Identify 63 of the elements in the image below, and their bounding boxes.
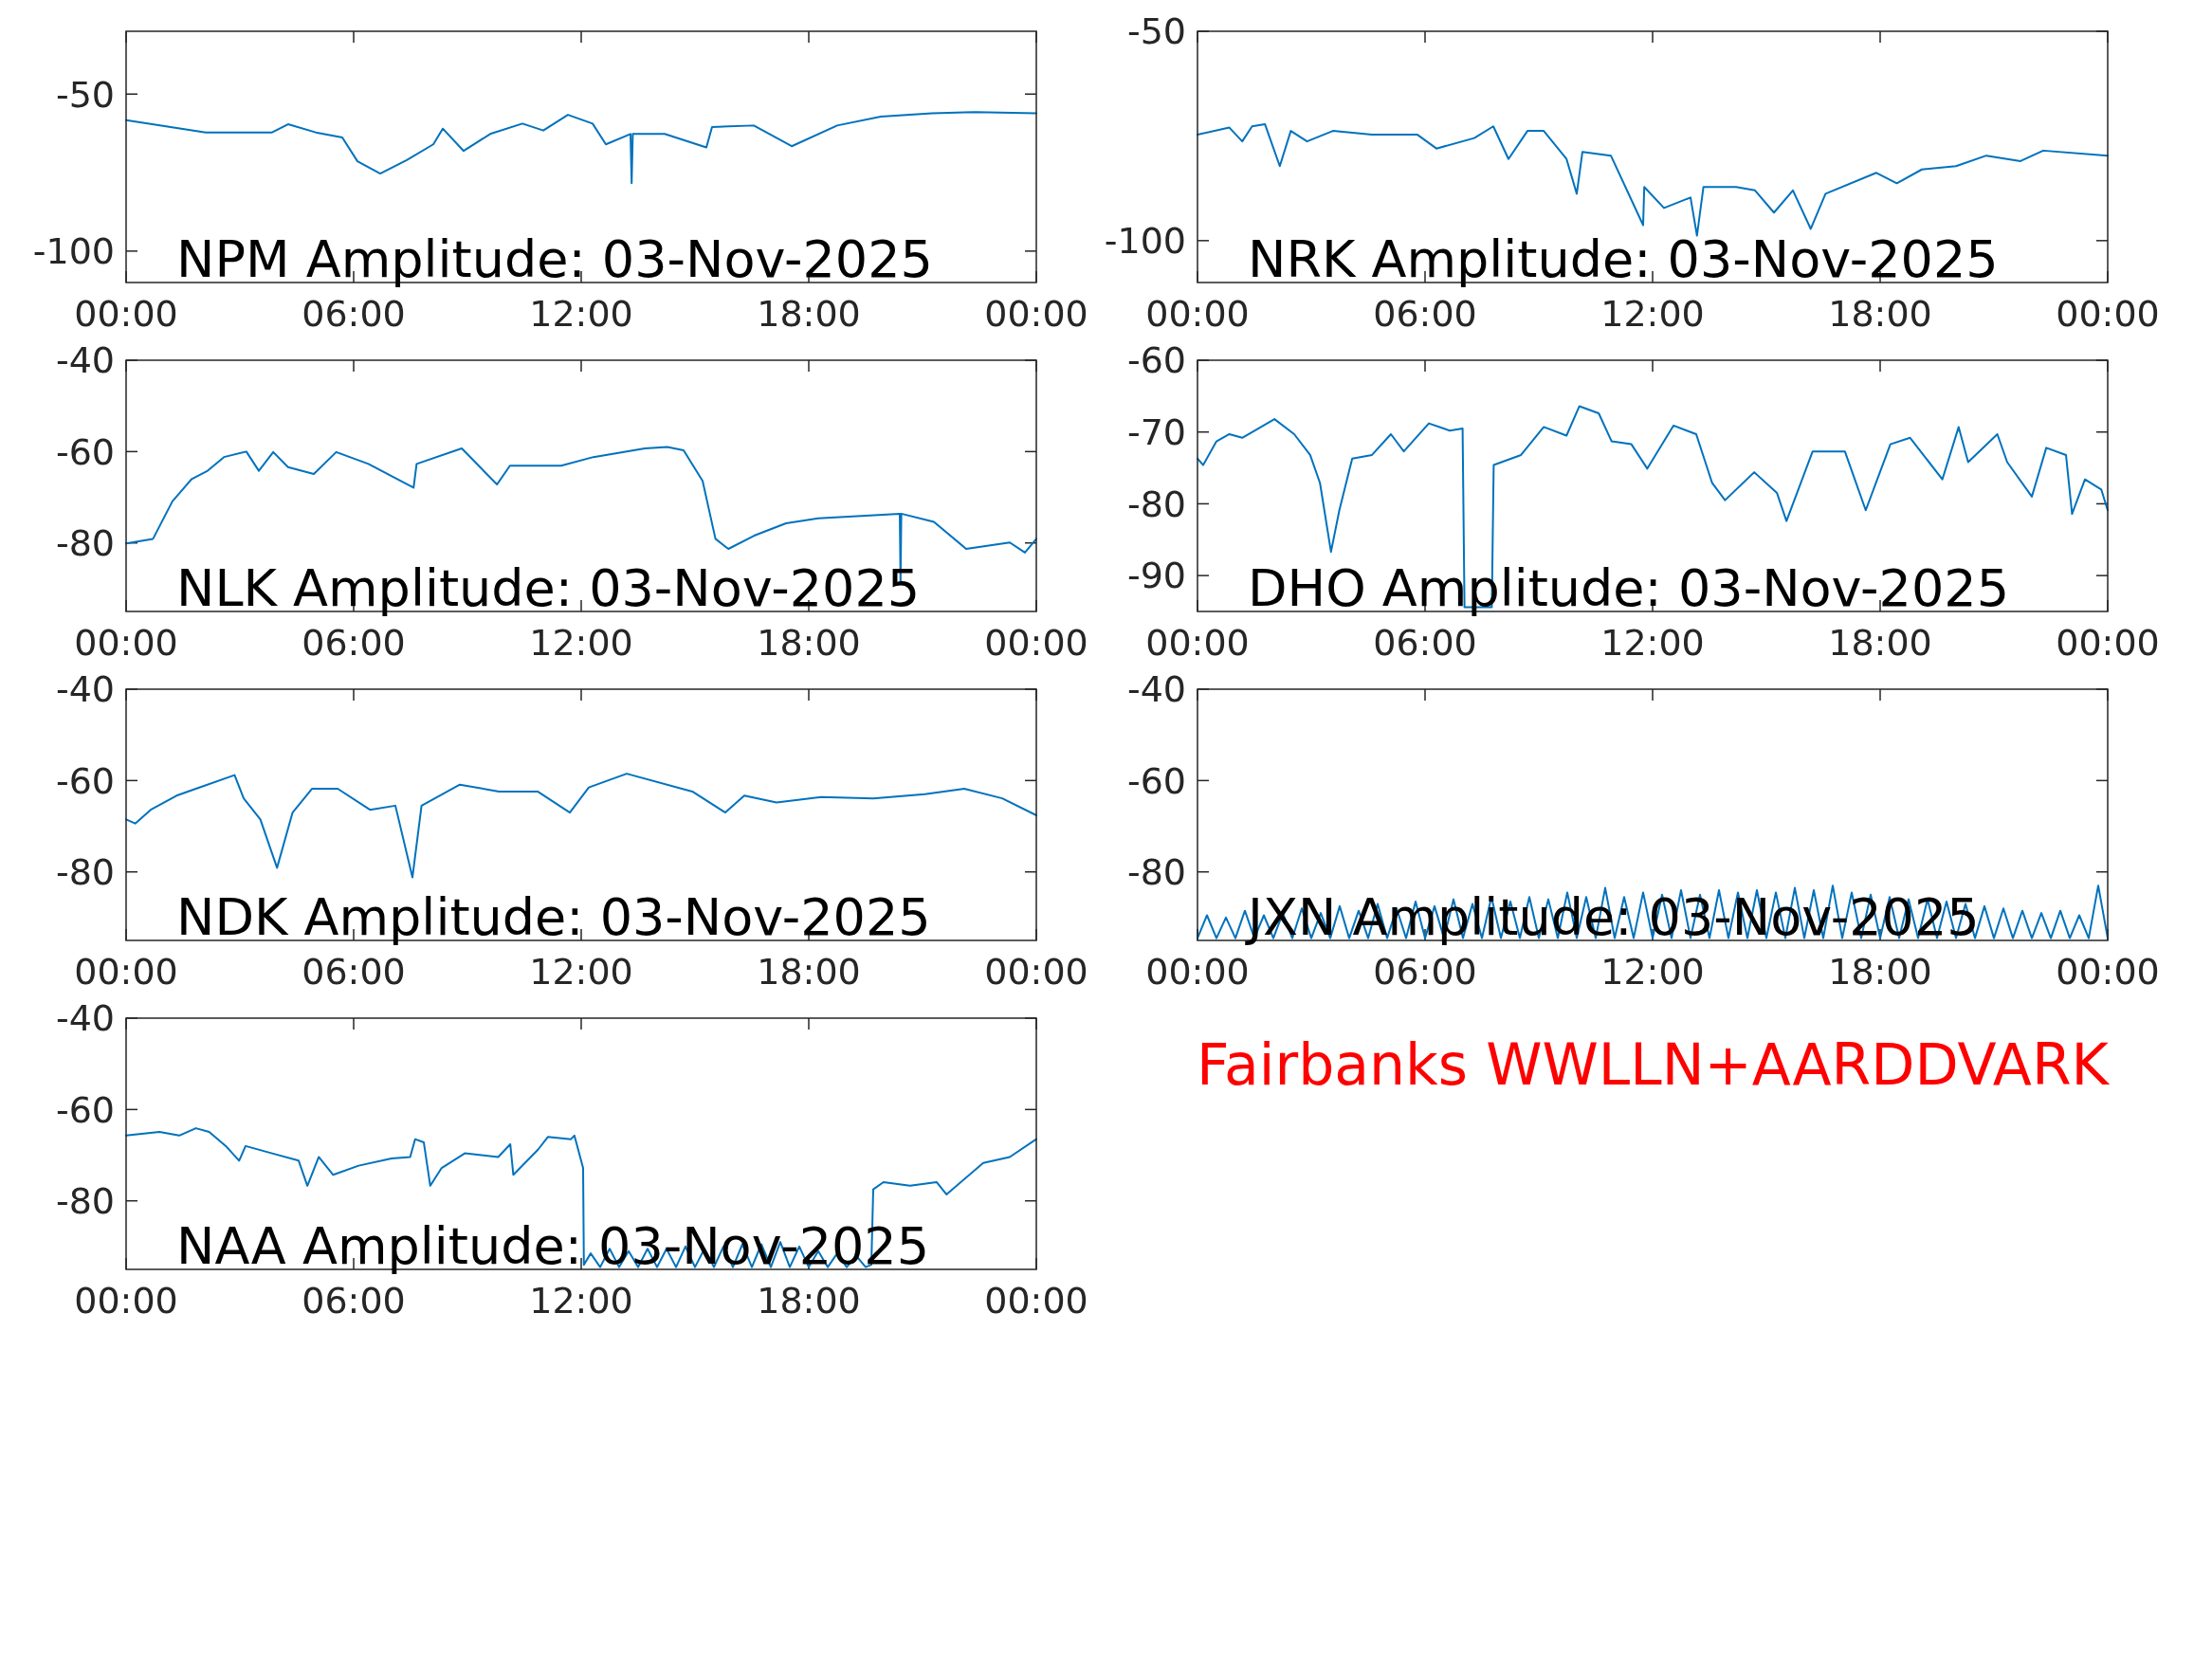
x-tick-label: 00:00 — [984, 951, 1088, 993]
x-tick-label: 18:00 — [757, 1280, 861, 1322]
y-tick-label: -60 — [55, 430, 115, 473]
text: NRK Amplitude: 03-Nov-2025 — [1248, 229, 1999, 289]
x-tick-label: 06:00 — [1373, 951, 1477, 993]
x-tick-label: 00:00 — [74, 1280, 178, 1322]
x-tick-label: 12:00 — [529, 1280, 633, 1322]
x-tick-label: 06:00 — [302, 951, 406, 993]
x-tick-label: 00:00 — [2056, 293, 2160, 335]
x-tick-label: 18:00 — [757, 293, 861, 335]
x-tick-label: 12:00 — [529, 293, 633, 335]
y-tick-label: -80 — [1126, 851, 1186, 894]
x-tick-label: 00:00 — [2056, 951, 2160, 993]
y-tick-label: -80 — [55, 1180, 115, 1223]
y-tick-label: -50 — [55, 73, 115, 116]
x-tick-label: 00:00 — [1145, 951, 1250, 993]
x-tick-label: 00:00 — [74, 951, 178, 993]
x-tick-label: 18:00 — [1828, 293, 1932, 335]
x-tick-label: 18:00 — [757, 622, 861, 664]
x-tick-label: 18:00 — [1828, 951, 1932, 993]
x-tick-label: 00:00 — [984, 293, 1088, 335]
y-tick-label: -90 — [1126, 555, 1186, 597]
x-tick-label: 06:00 — [1373, 622, 1477, 664]
text: NPM Amplitude: 03-Nov-2025 — [176, 229, 933, 289]
x-tick-label: 00:00 — [1145, 622, 1250, 664]
x-tick-label: 00:00 — [984, 622, 1088, 664]
x-tick-label: 18:00 — [757, 951, 861, 993]
x-tick-label: 12:00 — [1600, 293, 1705, 335]
y-tick-label: -60 — [55, 1088, 115, 1131]
x-tick-label: 06:00 — [302, 1280, 406, 1322]
y-tick-label: -40 — [1126, 668, 1186, 711]
y-tick-label: -40 — [55, 339, 115, 382]
y-tick-label: -80 — [1126, 483, 1186, 525]
x-tick-label: 06:00 — [302, 622, 406, 664]
y-tick-label: -40 — [55, 668, 115, 711]
line-series — [125, 111, 1037, 185]
x-tick-label: 06:00 — [1373, 293, 1477, 335]
x-tick-label: 00:00 — [984, 1280, 1088, 1322]
y-tick-label: -60 — [55, 759, 115, 802]
x-tick-label: 06:00 — [302, 293, 406, 335]
x-tick-label: 18:00 — [1828, 622, 1932, 664]
y-tick-label: -70 — [1126, 411, 1186, 454]
x-tick-label: 00:00 — [2056, 622, 2160, 664]
y-tick-label: -80 — [55, 522, 115, 565]
y-tick-label: -60 — [1126, 759, 1186, 802]
y-tick-label: -80 — [55, 851, 115, 894]
text: NDK Amplitude: 03-Nov-2025 — [176, 887, 931, 947]
y-tick-label: -40 — [55, 997, 115, 1040]
y-tick-label: -60 — [1126, 339, 1186, 382]
x-tick-label: 00:00 — [74, 622, 178, 664]
y-tick-label: -100 — [32, 230, 115, 273]
x-tick-label: 12:00 — [529, 622, 633, 664]
x-tick-label: 12:00 — [1600, 622, 1705, 664]
text: Fairbanks WWLLN+AARDDVARK — [1197, 1031, 2111, 1098]
line-series — [125, 773, 1037, 879]
x-tick-label: 00:00 — [74, 293, 178, 335]
x-tick-label: 00:00 — [1145, 293, 1250, 335]
x-tick-label: 12:00 — [529, 951, 633, 993]
text: NLK Amplitude: 03-Nov-2025 — [176, 558, 921, 618]
y-tick-label: -50 — [1126, 10, 1186, 53]
line-series — [1197, 123, 2109, 237]
y-tick-label: -100 — [1104, 220, 1186, 263]
x-tick-label: 12:00 — [1600, 951, 1705, 993]
